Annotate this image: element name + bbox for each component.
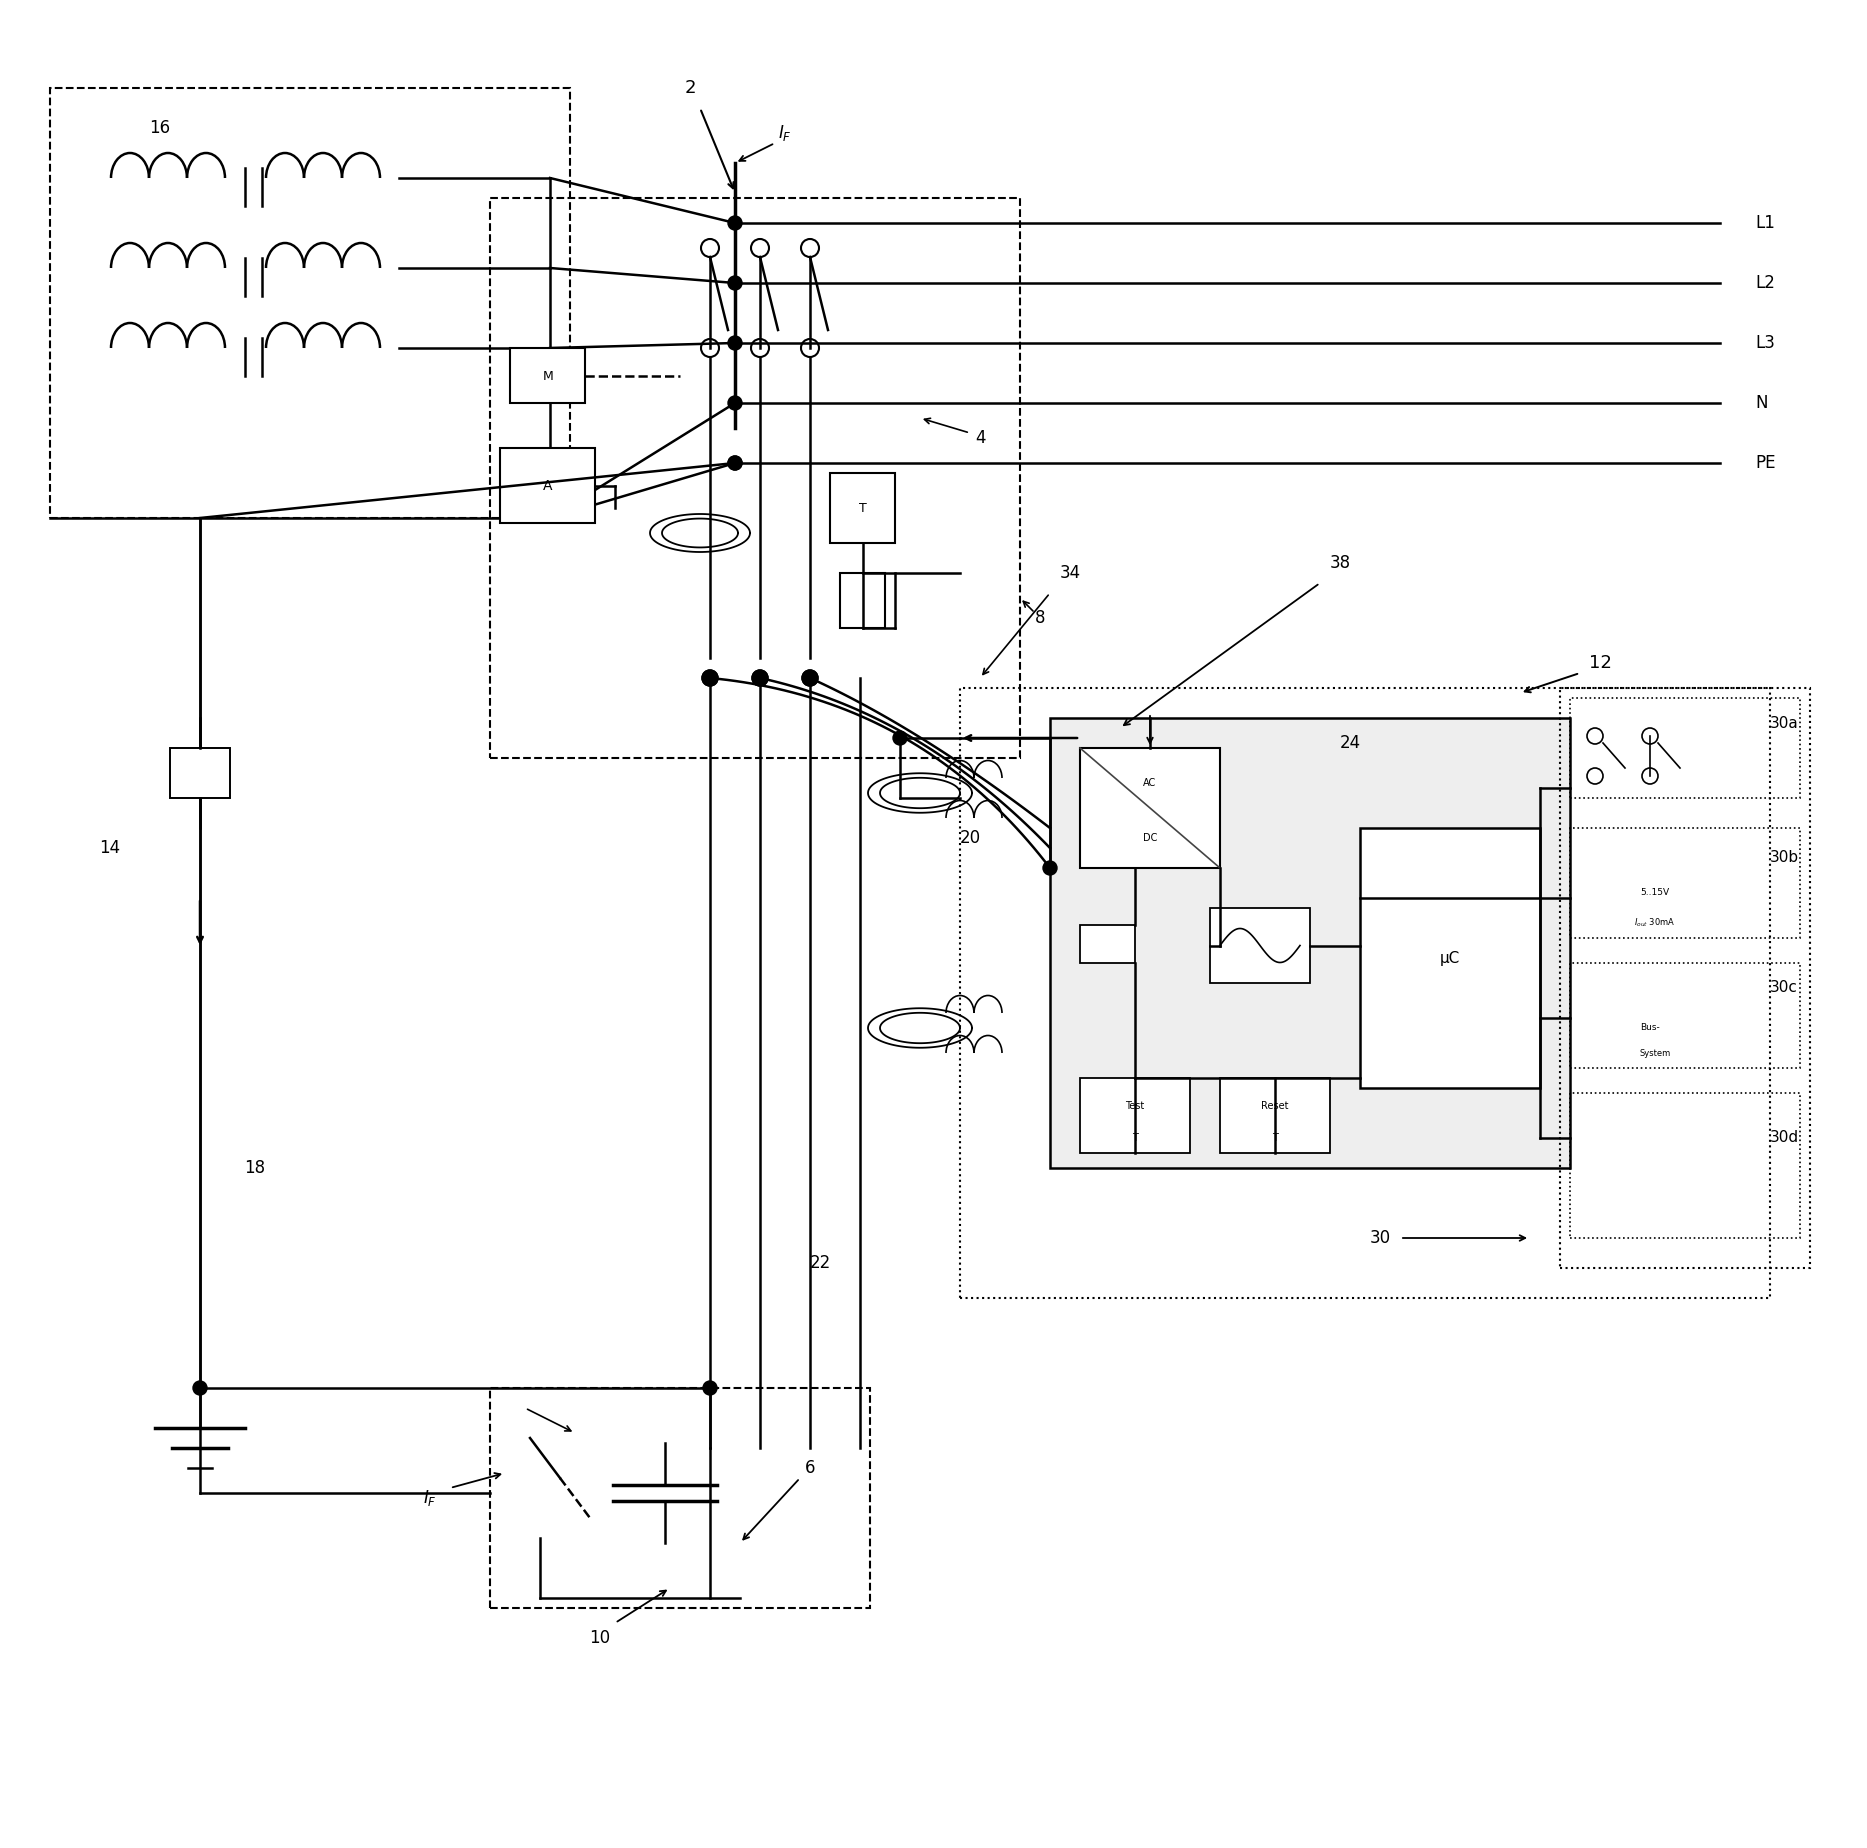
- Bar: [1570, 963, 1800, 1068]
- Bar: [1570, 828, 1800, 939]
- Text: 20: 20: [960, 830, 980, 846]
- Circle shape: [752, 671, 767, 686]
- Bar: [500, 447, 596, 523]
- Bar: [170, 748, 230, 798]
- Bar: [831, 473, 894, 543]
- Text: Test: Test: [1126, 1101, 1144, 1111]
- Text: $I_{out}$ 30mA: $I_{out}$ 30mA: [1634, 917, 1677, 930]
- Bar: [489, 198, 1019, 758]
- Text: Reset: Reset: [1262, 1101, 1288, 1111]
- Text: 6: 6: [805, 1460, 816, 1477]
- Text: L1: L1: [1755, 214, 1776, 233]
- Text: 30d: 30d: [1770, 1131, 1800, 1146]
- Text: A: A: [543, 479, 553, 493]
- Text: L2: L2: [1755, 274, 1776, 292]
- Text: 16: 16: [149, 118, 170, 137]
- Bar: [1079, 748, 1219, 869]
- Text: 24: 24: [1339, 734, 1361, 752]
- Circle shape: [1044, 861, 1057, 874]
- Text: DC: DC: [1143, 833, 1158, 843]
- Bar: [1359, 828, 1540, 1088]
- Bar: [1570, 1092, 1800, 1238]
- Bar: [50, 89, 569, 517]
- Circle shape: [704, 1380, 717, 1395]
- Text: 5..15V: 5..15V: [1641, 889, 1669, 898]
- Bar: [1570, 699, 1800, 798]
- Text: 38: 38: [1329, 554, 1350, 573]
- Bar: [1079, 1077, 1189, 1153]
- Text: T: T: [1271, 1133, 1277, 1144]
- Text: 4: 4: [975, 429, 986, 447]
- Text: 18: 18: [245, 1159, 265, 1177]
- Text: M: M: [543, 370, 553, 383]
- Circle shape: [752, 671, 767, 686]
- Text: 34: 34: [1059, 564, 1081, 582]
- Text: 22: 22: [810, 1255, 831, 1271]
- Bar: [1079, 926, 1135, 963]
- Bar: [1049, 719, 1570, 1168]
- Bar: [1219, 1077, 1329, 1153]
- Text: AC: AC: [1143, 778, 1158, 787]
- Circle shape: [728, 456, 741, 469]
- Text: 30: 30: [1369, 1229, 1391, 1247]
- Text: PE: PE: [1755, 455, 1776, 471]
- Bar: [840, 573, 885, 628]
- Text: 30a: 30a: [1770, 715, 1798, 730]
- Text: L3: L3: [1755, 334, 1776, 351]
- Text: 14: 14: [99, 839, 121, 857]
- Circle shape: [728, 336, 741, 349]
- Bar: [510, 347, 584, 403]
- Circle shape: [728, 216, 741, 229]
- Circle shape: [192, 1380, 207, 1395]
- Text: 8: 8: [1034, 610, 1046, 626]
- Text: 30c: 30c: [1770, 981, 1798, 996]
- Text: T: T: [1131, 1133, 1139, 1144]
- Bar: [1561, 687, 1809, 1268]
- Bar: [1210, 907, 1311, 983]
- Bar: [489, 1388, 870, 1608]
- Text: 12: 12: [1589, 654, 1611, 673]
- Text: 10: 10: [590, 1628, 611, 1647]
- Circle shape: [728, 456, 741, 469]
- Circle shape: [728, 275, 741, 290]
- Text: μC: μC: [1439, 950, 1460, 965]
- Circle shape: [803, 671, 818, 686]
- Circle shape: [702, 671, 719, 686]
- Circle shape: [702, 671, 719, 686]
- Circle shape: [892, 732, 907, 745]
- Text: System: System: [1639, 1048, 1671, 1057]
- Bar: [960, 687, 1770, 1297]
- Text: $I_F$: $I_F$: [424, 1488, 437, 1508]
- Text: Bus-: Bus-: [1639, 1024, 1660, 1033]
- Text: N: N: [1755, 394, 1768, 412]
- Circle shape: [803, 671, 818, 686]
- Text: T: T: [859, 501, 866, 514]
- Text: 30b: 30b: [1770, 850, 1800, 865]
- Circle shape: [728, 395, 741, 410]
- Text: 2: 2: [683, 79, 696, 96]
- Text: $I_F$: $I_F$: [779, 124, 792, 142]
